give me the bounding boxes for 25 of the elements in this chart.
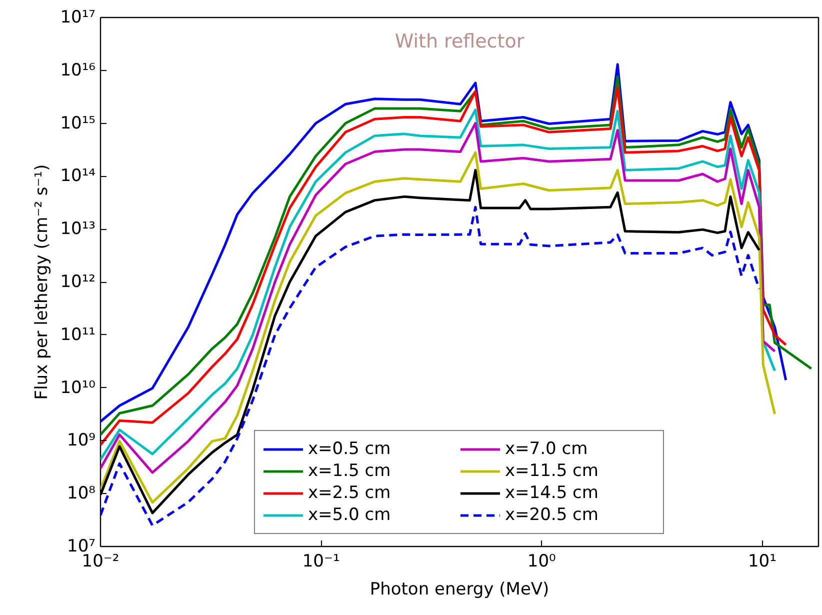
y-tick-label: 10⁹ — [67, 430, 96, 451]
y-axis-title: Flux per lethergy (cm⁻² s⁻¹) — [32, 164, 52, 400]
y-tick-label: 10⁸ — [67, 484, 96, 504]
text: With reflector — [394, 30, 524, 52]
y-tick-label: 10¹⁴ — [60, 166, 96, 186]
y-tick-label: 10¹⁷ — [60, 8, 96, 28]
x-tick-label: 10⁻¹ — [302, 552, 340, 572]
x-tick-label: 10¹ — [748, 552, 776, 572]
x-axis-title: Photon energy (MeV) — [370, 580, 550, 600]
y-tick-label: 10¹² — [60, 272, 96, 292]
legend-label: x=0.5 cm — [308, 439, 392, 459]
legend-label: x=1.5 cm — [308, 461, 392, 481]
legend-label: x=20.5 cm — [505, 505, 600, 525]
y-tick-label: 10¹⁶ — [60, 60, 96, 80]
y-tick-label: 10¹³ — [60, 219, 96, 240]
legend-label: x=5.0 cm — [308, 505, 392, 525]
y-tick-label: 10¹¹ — [60, 324, 96, 345]
legend-label: x=2.5 cm — [308, 483, 392, 503]
x-tick-label: 10⁰ — [527, 552, 556, 572]
legend-label: x=14.5 cm — [505, 483, 600, 503]
y-tick-label: 10¹⁵ — [60, 113, 96, 134]
legend-label: x=11.5 cm — [505, 461, 600, 481]
y-tick-label: 10¹⁰ — [60, 378, 96, 398]
legend-label: x=7.0 cm — [505, 439, 589, 459]
x-tick-label: 10⁻² — [82, 552, 120, 572]
